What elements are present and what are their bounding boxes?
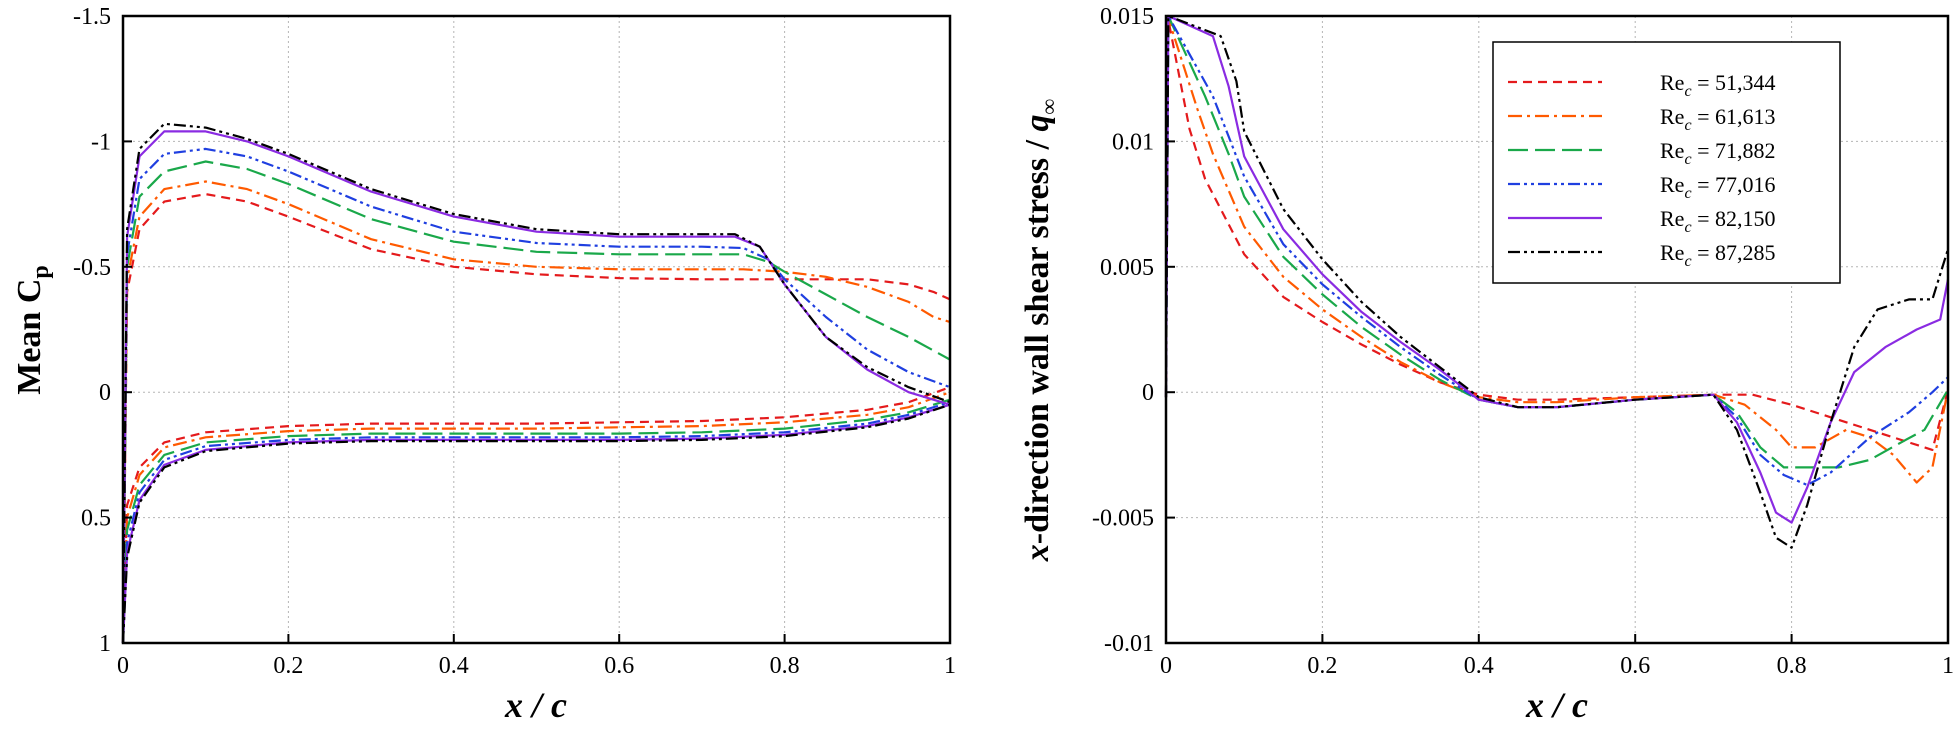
- cp-y-tick-label: 0.5: [81, 506, 111, 532]
- cp-series-6-lower-line: [121, 403, 951, 644]
- cp-y-tick-label: -1.5: [73, 4, 111, 30]
- legend-label-3: Rec = 71,882: [1660, 138, 1775, 168]
- shear-plot-frame: [1164, 14, 1950, 645]
- cp-y-tick-label: -1: [91, 129, 111, 155]
- shear-y-axis-label: x-direction wall shear stress / q∞: [1019, 98, 1061, 562]
- shear-x-tick-label: 0.6: [1620, 653, 1650, 679]
- shear-x-tick-label: 0: [1160, 653, 1172, 679]
- legend-label-1: Rec = 51,344: [1660, 70, 1775, 100]
- legend-label-4: Rec = 77,016: [1660, 172, 1775, 202]
- cp-x-tick-label: 0.2: [273, 653, 303, 679]
- shear-x-tick-label: 0.2: [1307, 653, 1337, 679]
- shear-y-tick-label: 0.015: [1100, 4, 1154, 30]
- shear-y-tick-label: 0.005: [1100, 255, 1154, 281]
- cp-series-3-lower-line: [121, 398, 951, 644]
- cp-series-group: [121, 122, 951, 644]
- cp-x-axis-label: x / c: [504, 685, 567, 725]
- cp-y-tick-label: 1: [99, 631, 111, 657]
- shear-x-axis-label: x / c: [1525, 685, 1588, 725]
- legend-label-2: Rec = 61,613: [1660, 104, 1775, 134]
- shear-series-1-line: [1164, 14, 1950, 451]
- cp-ticks: 0 0.2 0.4 0.6 0.8 1 -1.5 -1 -0.5 0 0.5 1: [73, 4, 956, 679]
- cp-series-4-upper-line: [121, 147, 951, 644]
- cp-series-6-upper-line: [121, 122, 951, 644]
- cp-x-tick-label: 0: [117, 653, 129, 679]
- shear-series-group: [1164, 14, 1950, 549]
- cp-panel: 0 0.2 0.4 0.6 0.8 1 -1.5 -1 -0.5 0 0.5 1 Mean Cp x …: [11, 4, 956, 725]
- shear-y-tick-label: 0: [1142, 380, 1154, 406]
- cp-series-5-upper-line: [121, 130, 951, 644]
- shear-panel: 0 0.2 0.4 0.6 0.8 1 -0.01 -0.005 0 0.005 0.01 0.015…: [1019, 4, 1954, 725]
- cp-series-1-upper-line: [121, 193, 951, 644]
- cp-y-tick-label: -0.5: [73, 255, 111, 281]
- shear-y-tick-label: -0.005: [1092, 506, 1154, 532]
- shear-x-tick-label: 0.8: [1777, 653, 1807, 679]
- cp-x-tick-label: 1: [944, 653, 956, 679]
- cp-grid: [122, 15, 951, 644]
- legend-label-5: Rec = 82,150: [1660, 206, 1775, 236]
- cp-series-5-lower-line: [121, 403, 951, 644]
- legend: Rec = 51,344 Rec = 61,613 Rec = 71,882 Rec …: [1492, 41, 1841, 284]
- shear-y-tick-label: -0.01: [1104, 631, 1154, 657]
- cp-series-2-upper-line: [121, 180, 951, 644]
- cp-series-2-lower-line: [121, 391, 951, 644]
- cp-y-axis-label: Mean Cp: [11, 265, 54, 395]
- shear-ticks: 0 0.2 0.4 0.6 0.8 1 -0.01 -0.005 0 0.005 0.01 0.015: [1092, 4, 1954, 679]
- cp-series-3-upper-line: [121, 160, 951, 644]
- cp-x-tick-label: 0.4: [439, 653, 469, 679]
- legend-box: [1492, 41, 1841, 284]
- shear-x-tick-label: 0.4: [1464, 653, 1494, 679]
- cp-plot-frame: [121, 14, 952, 645]
- cp-series-1-lower-line: [121, 386, 951, 644]
- cp-series-4-lower-line: [121, 401, 951, 644]
- legend-label-6: Rec = 87,285: [1660, 240, 1775, 270]
- shear-x-tick-label: 1: [1942, 653, 1954, 679]
- cp-y-tick-label: 0: [99, 380, 111, 406]
- shear-series-6-line: [1164, 14, 1950, 549]
- cp-x-tick-label: 0.6: [604, 653, 634, 679]
- cp-x-tick-label: 0.8: [770, 653, 800, 679]
- shear-y-tick-label: 0.01: [1112, 129, 1154, 155]
